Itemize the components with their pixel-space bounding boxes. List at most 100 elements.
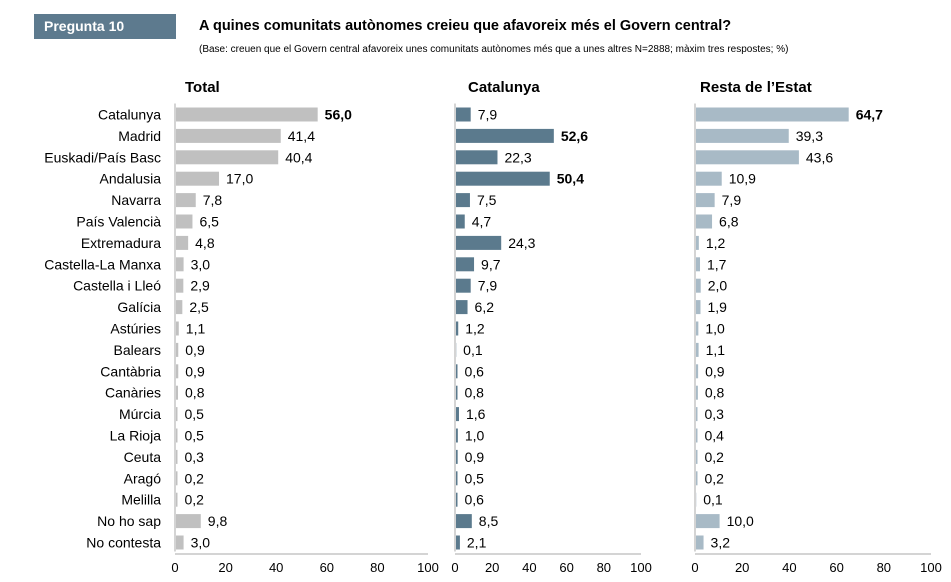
x-tick-label: 80 [877,560,891,575]
bar [456,128,554,143]
bar [176,128,281,143]
category-label: Astúries [110,321,161,337]
bar [176,300,183,315]
category-label: Cantàbria [100,363,161,379]
bar [176,107,318,122]
data-label: 7,9 [478,278,498,294]
bar [176,385,179,400]
x-tick-label: 60 [829,560,843,575]
data-label: 0,9 [705,363,725,379]
data-label: 7,5 [477,192,497,208]
bar [696,171,722,186]
data-label: 0,8 [465,385,485,401]
x-tick-label: 20 [485,560,499,575]
bar [176,364,179,379]
bar [696,235,699,250]
panel-title: Catalunya [468,79,540,96]
x-tick-label: 40 [782,560,796,575]
panel-title: Resta de l’Estat [700,79,812,96]
category-label: Aragó [124,470,162,486]
bar [456,535,460,550]
bar [176,257,184,272]
data-label: 3,2 [711,535,731,551]
data-label: 1,1 [186,321,206,337]
data-label: 1,1 [706,342,726,358]
data-label: 0,1 [703,492,723,508]
bar [456,193,470,208]
bar [456,492,458,507]
bar [456,449,458,464]
bar [456,321,459,336]
bar [696,449,698,464]
data-label: 0,5 [185,428,205,444]
data-label: 0,4 [705,428,725,444]
data-label: 2,5 [189,299,209,315]
data-label: 1,6 [466,406,486,422]
bar [176,428,178,443]
bar [176,471,178,486]
x-tick-label: 100 [920,560,942,575]
bar [176,407,178,422]
bar [456,514,472,529]
bar [456,471,458,486]
data-label: 43,6 [806,149,833,165]
data-label: 41,4 [288,128,315,144]
data-label: 10,0 [727,513,754,529]
category-label: Castella-La Manxa [44,256,161,272]
data-label: 9,8 [208,513,228,529]
data-label: 6,5 [199,214,219,230]
data-label: 0,3 [185,449,205,465]
data-label: 0,9 [185,342,205,358]
category-label: Castella i Lleó [73,278,161,294]
data-label: 6,2 [475,299,495,315]
data-label: 17,0 [226,171,253,187]
data-label: 3,0 [191,535,211,551]
bar [696,471,698,486]
data-label: 4,7 [472,214,492,230]
x-tick-label: 80 [370,560,384,575]
data-label: 64,7 [856,107,883,123]
bar [176,342,179,357]
data-label: 0,6 [465,492,485,508]
x-tick-label: 80 [597,560,611,575]
bar [456,171,550,186]
category-label: Ceuta [124,449,162,465]
bar [456,107,471,122]
bar [456,407,459,422]
category-label: No ho sap [97,513,161,529]
data-label: 1,2 [465,321,485,337]
category-label: País Valencià [76,214,161,230]
category-label: No contesta [86,535,161,551]
data-label: 0,9 [185,363,205,379]
bar [176,150,279,165]
data-label: 1,7 [707,256,727,272]
data-label: 9,7 [481,256,501,272]
question-badge: Pregunta 10 [34,14,176,39]
x-tick-label: 0 [691,560,698,575]
bar [696,342,699,357]
data-label: 0,2 [705,470,725,486]
data-label: 0,2 [705,449,725,465]
bar [696,428,698,443]
bar [696,364,699,379]
data-label: 56,0 [325,107,352,123]
category-label: Melilla [121,492,161,508]
bar [176,321,179,336]
category-label: Madrid [118,128,161,144]
x-tick-label: 40 [522,560,536,575]
data-label: 7,9 [722,192,742,208]
chart-title: A quines comunitats autònomes creieu que… [199,18,732,34]
category-label: Catalunya [98,107,161,123]
data-label: 2,0 [708,278,728,294]
bar [696,535,704,550]
data-label: 2,1 [467,535,487,551]
data-label: 1,9 [707,299,727,315]
data-label: 50,4 [557,171,584,187]
bar [456,150,498,165]
x-tick-label: 20 [735,560,749,575]
bar [176,235,189,250]
bar [696,300,701,315]
bar [696,214,713,229]
data-label: 0,8 [705,385,725,401]
